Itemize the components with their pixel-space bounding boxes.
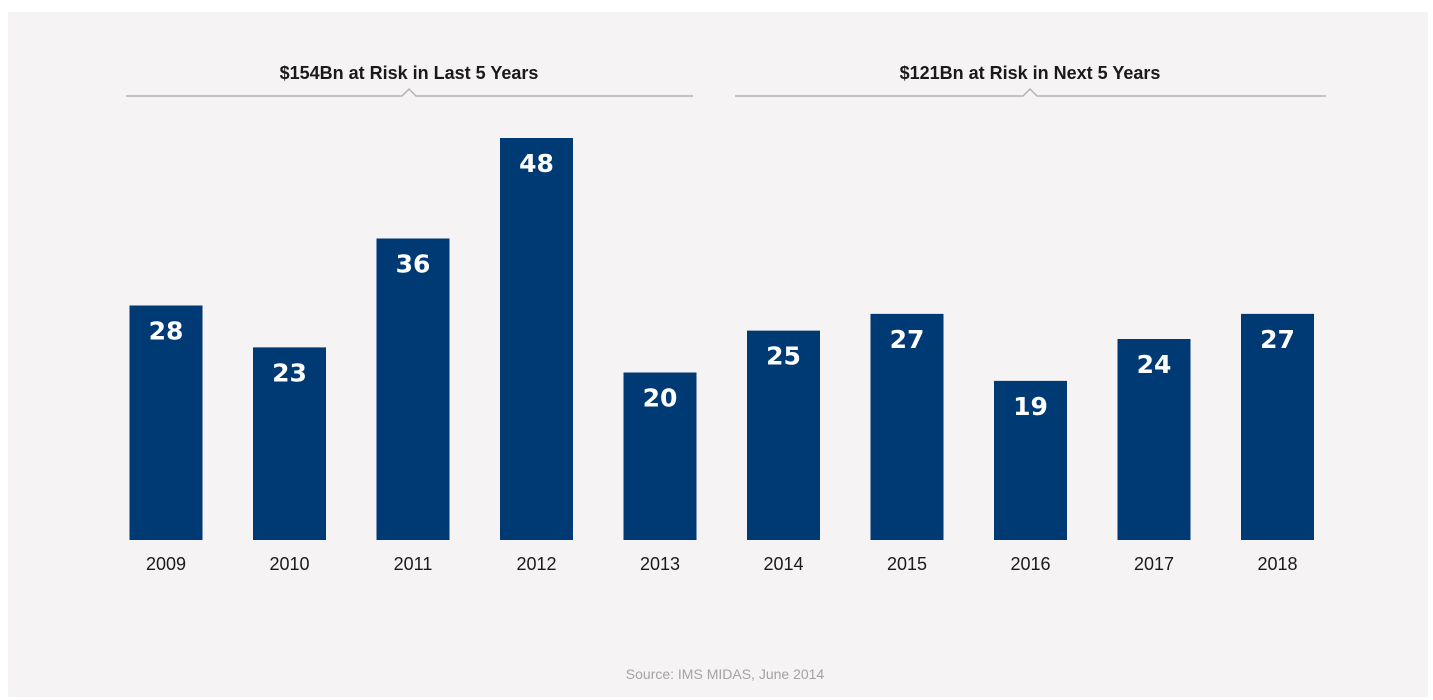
x-tick-label-2015: 2015 — [887, 554, 927, 574]
chart-panel — [8, 12, 1428, 697]
source-note: Source: IMS MIDAS, June 2014 — [626, 666, 825, 682]
bar-value-label-2018: 27 — [1260, 325, 1295, 354]
x-tick-label-2010: 2010 — [269, 554, 309, 574]
x-axis-ticks: 2009 2010 2011 2012 2013 2014 2015 2016 2017 2018 — [146, 554, 1298, 574]
bar-2014 — [747, 330, 820, 540]
bar-2016 — [994, 380, 1067, 540]
bar-2013 — [623, 372, 697, 540]
bar-value-label-2014: 25 — [766, 342, 801, 371]
bar-2011 — [376, 238, 450, 540]
bars: 28 23 36 48 20 25 27 19 24 27 — [129, 138, 1314, 540]
bar-value-label-2012: 48 — [519, 149, 554, 178]
x-tick-label-2016: 2016 — [1010, 554, 1050, 574]
x-tick-label-2009: 2009 — [146, 554, 186, 574]
bar-2017 — [1117, 339, 1191, 540]
bar-value-label-2017: 24 — [1137, 350, 1172, 379]
group-title-next-5-years: $121Bn at Risk in Next 5 Years — [900, 63, 1161, 83]
bar-2012 — [500, 138, 573, 540]
bar-value-label-2016: 19 — [1013, 392, 1048, 421]
x-tick-label-2018: 2018 — [1257, 554, 1297, 574]
bar-2009 — [129, 305, 203, 540]
bar-2018 — [1241, 313, 1314, 540]
x-tick-label-2014: 2014 — [763, 554, 803, 574]
group-bracket-next-5-years — [735, 87, 1326, 97]
bar-2015 — [870, 313, 944, 540]
bar-value-label-2011: 36 — [396, 250, 431, 279]
bar-2010 — [253, 347, 326, 540]
x-tick-label-2012: 2012 — [516, 554, 556, 574]
bar-value-label-2013: 20 — [643, 384, 678, 413]
x-tick-label-2011: 2011 — [394, 554, 433, 574]
x-tick-label-2013: 2013 — [640, 554, 680, 574]
bar-value-label-2010: 23 — [272, 358, 307, 387]
group-title-last-5-years: $154Bn at Risk in Last 5 Years — [280, 63, 539, 83]
bar-value-label-2009: 28 — [149, 317, 184, 346]
bar-value-label-2015: 27 — [890, 325, 925, 354]
group-headers: $154Bn at Risk in Last 5 Years $121Bn at… — [126, 63, 1326, 97]
group-bracket-last-5-years — [126, 87, 693, 97]
x-tick-label-2017: 2017 — [1134, 554, 1174, 574]
